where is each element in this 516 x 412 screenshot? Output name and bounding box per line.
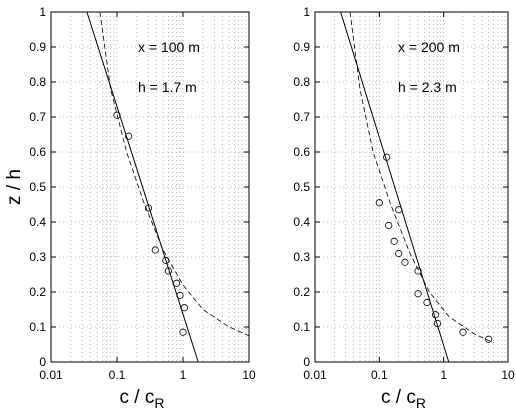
panel-annotation: h = 1.7 m <box>138 79 197 95</box>
data-point <box>125 132 133 140</box>
dashed-fit-curve <box>349 12 494 344</box>
y-tick-label: 1 <box>39 5 46 19</box>
data-point <box>459 328 467 336</box>
y-tick-label: 0.7 <box>29 110 46 124</box>
y-tick-label: 0.1 <box>29 320 46 334</box>
y-axis-label: z / h <box>4 169 25 205</box>
tick-marks <box>314 11 509 363</box>
data-point <box>164 267 172 275</box>
panel-right: 0.01 0.1 1 10 0 0.1 0.2 0.3 0.4 0.5 0.6 0.7 0.8 0.9 1 x… <box>293 5 515 411</box>
y-tick-label: 1 <box>303 5 310 19</box>
data-point <box>390 237 398 245</box>
y-tick-label: 0.5 <box>29 180 46 194</box>
data-point <box>179 328 187 336</box>
data-point <box>176 291 184 300</box>
y-tick-label: 0.3 <box>29 250 46 264</box>
x-axis-label: c / cR <box>120 387 165 411</box>
y-tick-label: 0.4 <box>29 215 46 229</box>
x-axis-label: c / cR <box>381 387 426 411</box>
data-point <box>385 221 393 230</box>
panel-annotation: x = 100 m <box>138 39 200 55</box>
data-point <box>144 204 153 212</box>
y-tick-label: 0.9 <box>29 40 46 54</box>
grid <box>51 12 249 362</box>
x-axis-label-subscript: R <box>154 395 164 411</box>
data-point <box>395 249 403 258</box>
data-point <box>433 319 442 328</box>
y-tick-label: 0.2 <box>29 285 46 299</box>
x-axis-label-subscript: R <box>416 395 426 411</box>
data-point <box>485 335 493 343</box>
data-points <box>113 111 188 336</box>
x-tick-label: 10 <box>242 368 256 382</box>
x-tick-label: 0.1 <box>109 368 126 382</box>
y-tick-label: 0.6 <box>293 145 310 159</box>
panel-annotation: x = 200 m <box>398 39 460 55</box>
x-tick-label: 0.01 <box>39 368 63 382</box>
data-point <box>432 311 440 319</box>
x-tick-label: 1 <box>180 368 187 382</box>
data-point <box>162 256 170 265</box>
data-point <box>395 206 403 214</box>
data-point <box>414 267 422 275</box>
y-tick-label: 0 <box>39 355 46 369</box>
data-point <box>414 290 422 298</box>
x-tick-label: 0.01 <box>303 368 327 382</box>
y-tick-label: 0.9 <box>293 40 310 54</box>
data-points <box>375 153 493 343</box>
y-tick-label: 0.2 <box>293 285 310 299</box>
y-tick-label: 0.8 <box>293 75 310 89</box>
data-point <box>180 304 188 312</box>
y-tick-label: 0 <box>303 355 310 369</box>
data-point <box>401 258 409 266</box>
data-point <box>383 153 391 161</box>
data-point <box>423 298 431 307</box>
panel-annotation: h = 2.3 m <box>398 79 457 95</box>
x-tick-label: 10 <box>501 368 515 382</box>
y-tick-label: 0.7 <box>293 110 310 124</box>
y-tick-label: 0.8 <box>29 75 46 89</box>
data-point <box>113 111 121 119</box>
data-point <box>173 279 181 287</box>
dashed-fit-curve <box>99 12 249 337</box>
y-tick-label: 0.5 <box>293 180 310 194</box>
tick-marks <box>50 11 250 363</box>
y-tick-label: 0.1 <box>293 320 310 334</box>
y-tick-label: 0.3 <box>293 250 310 264</box>
data-point <box>375 199 383 207</box>
solid-fit-line <box>86 12 199 362</box>
data-point <box>151 246 159 254</box>
panel-left: 0.01 0.1 1 10 0 0.1 0.2 0.3 0.4 0.5 0.6 0.7 0.8 0.9 1 x… <box>4 5 256 411</box>
solid-fit-line <box>340 12 450 362</box>
x-tick-label: 1 <box>440 368 447 382</box>
y-tick-label: 0.4 <box>293 215 310 229</box>
x-tick-label: 0.1 <box>371 368 388 382</box>
y-tick-label: 0.6 <box>29 145 46 159</box>
grid <box>315 12 508 362</box>
